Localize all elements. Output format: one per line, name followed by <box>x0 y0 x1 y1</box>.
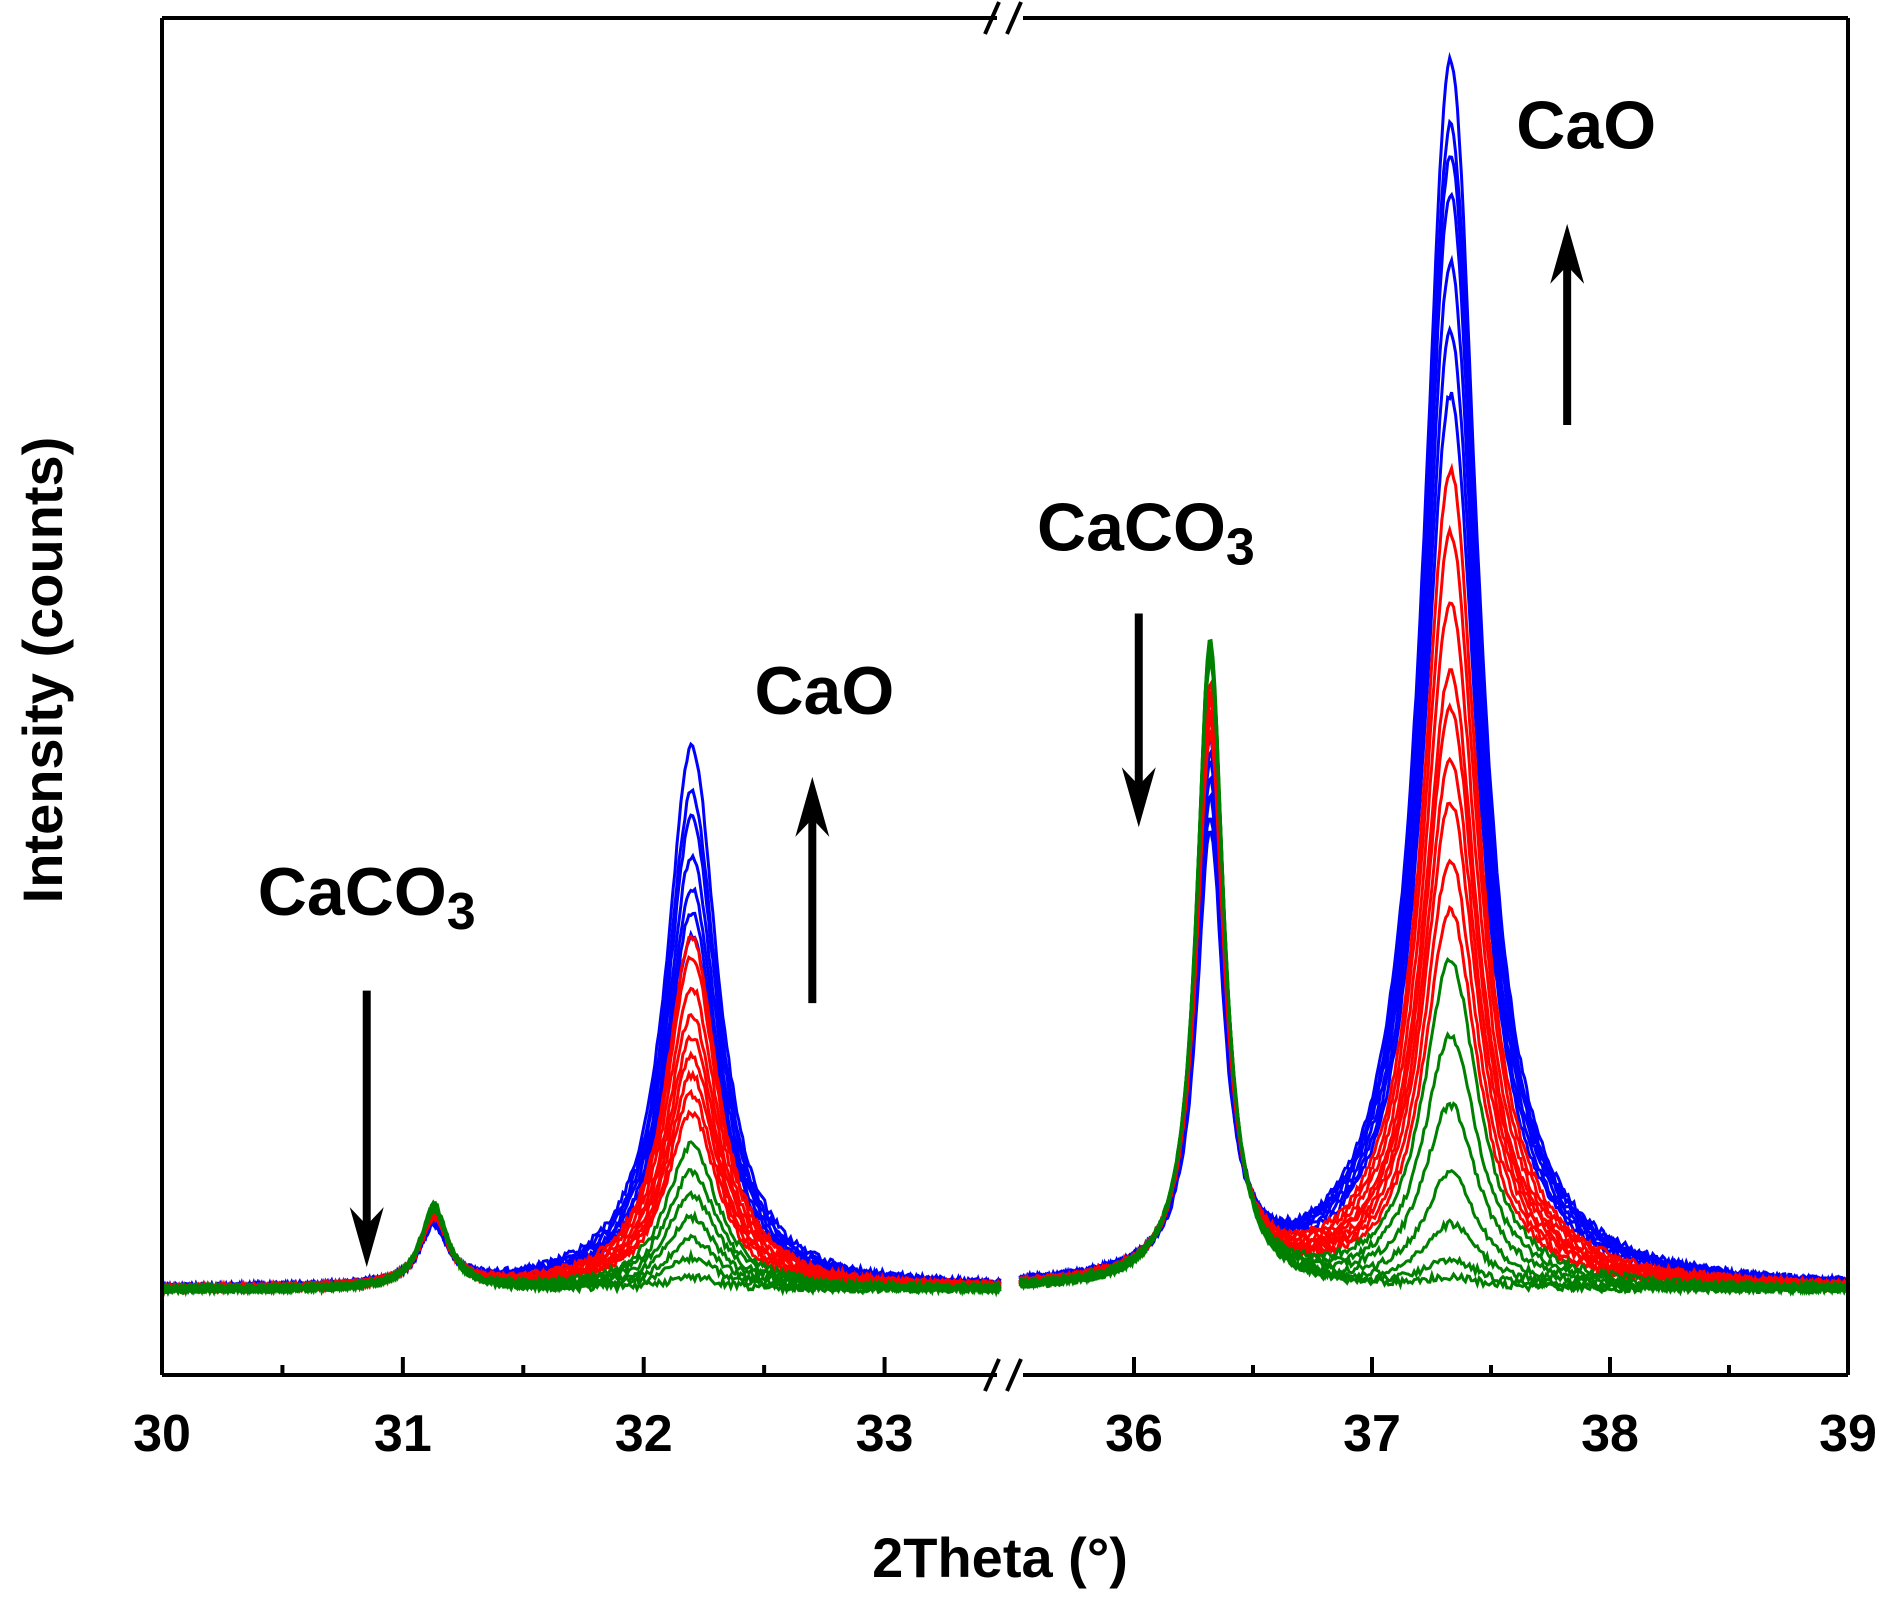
x-tick-label: 32 <box>615 1405 673 1463</box>
annotation-base: CaCO <box>258 854 447 930</box>
arrow-up-cao-right <box>1550 223 1585 425</box>
y-axis-label: Intensity (counts) <box>11 437 74 904</box>
trend-arrows <box>349 223 1585 1268</box>
x-tick-label: 36 <box>1105 1405 1163 1463</box>
annotation-base: CaO <box>754 653 894 729</box>
annotation-base: CaO <box>1516 87 1656 163</box>
x-tick-label: 31 <box>374 1405 432 1463</box>
bottom-axis-break-mark-1 <box>983 1358 1001 1392</box>
arrow-up-cao-mid <box>795 776 830 1004</box>
x-tick-label: 30 <box>133 1405 191 1463</box>
x-tick-label: 38 <box>1581 1405 1639 1463</box>
x-axis-ticks: 30 31 32 33 36 37 38 39 <box>133 1357 1877 1463</box>
annotation-base: CaCO <box>1037 490 1226 566</box>
annotation-caco3-right: CaCO3 <box>1037 490 1255 577</box>
top-axis-break-mark-1 <box>983 1 1001 35</box>
annotation-cao-mid: CaO <box>754 653 894 729</box>
bottom-axis-break-mark-2 <box>1005 1358 1023 1392</box>
top-axis-break-mark-2 <box>1005 1 1023 35</box>
x-tick-label: 39 <box>1819 1405 1877 1463</box>
green-curve-7-right <box>1018 638 1850 1297</box>
annotation-cao-right: CaO <box>1516 87 1656 163</box>
series-curves <box>160 51 1850 1298</box>
x-axis-label: 2Theta (°) <box>872 1526 1128 1589</box>
green-curve-7-left <box>161 1201 1001 1297</box>
x-tick-label: 37 <box>1343 1405 1401 1463</box>
plot-frame <box>160 1 1850 1392</box>
annotation-caco3-left: CaCO3 <box>258 854 476 941</box>
annotation-subscript: 3 <box>447 883 476 941</box>
annotation-subscript: 3 <box>1226 519 1255 577</box>
arrow-down-caco3-right <box>1121 613 1156 828</box>
arrow-down-caco3-left <box>349 990 384 1268</box>
x-tick-label: 33 <box>856 1405 914 1463</box>
